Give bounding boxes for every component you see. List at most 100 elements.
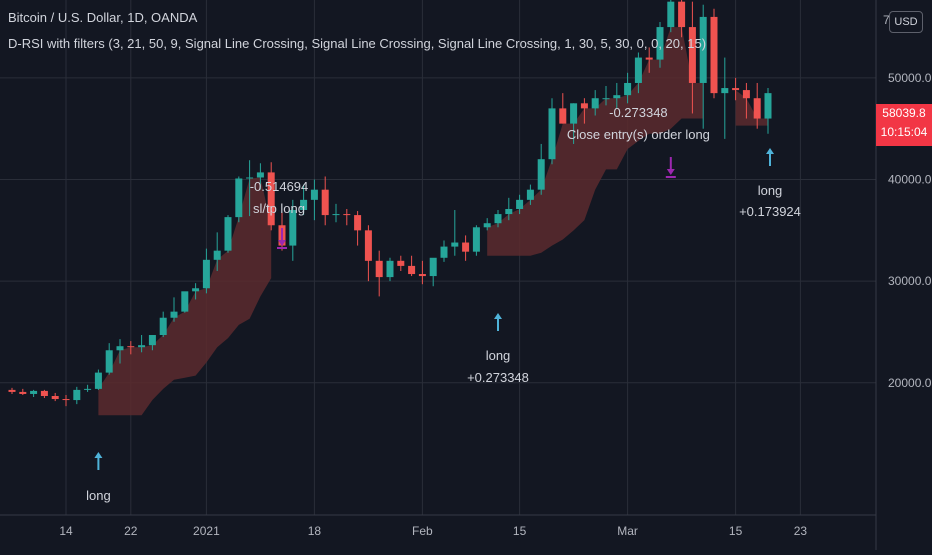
candle-body — [51, 395, 59, 400]
candle-body — [721, 88, 729, 94]
candle-body — [548, 108, 556, 160]
candle-body — [73, 389, 81, 401]
candle-body — [235, 178, 243, 218]
x-tick-label: 2021 — [193, 524, 220, 538]
candle-body — [580, 103, 588, 109]
x-tick-label: 23 — [794, 524, 808, 538]
candle-body — [40, 390, 48, 396]
signal-long-2-arrow — [494, 313, 502, 331]
candle-body — [494, 214, 502, 224]
candle-body — [202, 259, 210, 289]
symbol-title: Bitcoin / U.S. Dollar, 1D, OANDA — [8, 10, 198, 25]
stop-band-3 — [735, 90, 768, 126]
indicator-legend[interactable]: D-RSI with filters (3, 21, 50, 9, Signal… — [8, 36, 707, 51]
candle-body — [678, 1, 686, 28]
currency-button[interactable]: USD — [889, 11, 923, 33]
candle-body — [289, 210, 297, 246]
candle-body — [559, 108, 567, 124]
bar-countdown: 10:15:04 — [880, 125, 928, 139]
candle-body — [602, 98, 610, 100]
candle-body — [8, 389, 16, 392]
candle-body — [732, 88, 740, 91]
x-tick-label: 15 — [513, 524, 527, 538]
candle-body — [148, 335, 156, 346]
candle-body — [418, 274, 426, 277]
candle-body — [213, 250, 221, 260]
y-tick-label: 50000.0 — [888, 71, 932, 85]
candle-body — [105, 350, 113, 373]
candle-body — [386, 260, 394, 278]
candle-body — [483, 223, 491, 228]
x-tick-label: 18 — [308, 524, 322, 538]
signal-close-arrow — [666, 157, 675, 175]
candle-body — [62, 399, 70, 401]
candle-body — [451, 242, 459, 247]
signal-long-3-value: +0.173924 — [739, 204, 801, 219]
candle-body — [537, 159, 545, 190]
candle-body — [516, 199, 524, 209]
candle-body — [699, 16, 707, 83]
signal-long-2-label: long — [486, 348, 511, 363]
candle-body — [570, 103, 578, 124]
x-tick-label: 22 — [124, 524, 138, 538]
signal-long-3-arrow — [766, 148, 774, 166]
candle-body — [429, 257, 437, 277]
candle-body — [645, 57, 653, 60]
stop-band-2 — [487, 27, 704, 256]
candle-body — [224, 217, 232, 251]
x-tick-label: Mar — [617, 524, 638, 538]
candle-body — [753, 98, 761, 119]
candle-body — [375, 260, 383, 278]
candle-body — [343, 214, 351, 216]
y-tick-label: 40000.0 — [888, 173, 932, 187]
candle-body — [192, 288, 200, 292]
candle-body — [246, 177, 254, 179]
candle-body — [267, 172, 275, 226]
signal-long-3-label: long — [758, 183, 783, 198]
candle-body — [634, 57, 642, 83]
candle-body — [256, 172, 264, 178]
candle-body — [472, 227, 480, 252]
candle-body — [742, 90, 750, 99]
x-tick-label: 14 — [59, 524, 73, 538]
y-tick-label: 20000.0 — [888, 376, 932, 390]
last-price-value: 58039.8 — [882, 106, 926, 120]
signal-long-1-label: long — [86, 488, 111, 503]
candle-body — [19, 391, 27, 394]
candle-body — [138, 345, 146, 348]
signal-close-value: -0.273348 — [609, 105, 668, 120]
candle-body — [300, 199, 308, 211]
candle-body — [84, 388, 92, 390]
candle-body — [462, 242, 470, 252]
candle-body — [310, 189, 318, 200]
candle-body — [354, 215, 362, 231]
y-tick-label: 30000.0 — [888, 274, 932, 288]
candle-body — [526, 189, 534, 200]
candle-body — [127, 346, 135, 348]
x-tick-label: Feb — [412, 524, 433, 538]
candle-body — [170, 311, 178, 318]
candle-body — [764, 93, 772, 119]
candle-body — [332, 214, 340, 216]
candle-body — [710, 16, 718, 94]
candle-body — [397, 260, 405, 266]
candle-body — [94, 372, 102, 389]
signal-sltp-value: -0.514694 — [250, 179, 309, 194]
signal-long-1-arrow — [94, 452, 103, 470]
candle-body — [505, 208, 513, 215]
candle-body — [181, 291, 189, 312]
candle-body — [408, 265, 416, 275]
candle-body — [30, 390, 38, 394]
candle-body — [656, 27, 664, 60]
signal-close-label: Close entry(s) order long — [567, 127, 710, 142]
candle-body — [591, 98, 599, 109]
candle-body — [688, 27, 696, 83]
candle-body — [321, 189, 329, 216]
candle-body — [364, 230, 372, 261]
stop-band-1 — [98, 177, 272, 416]
signal-sltp-label: sl/tp long — [253, 201, 305, 216]
candle-body — [159, 317, 167, 336]
candle-body — [667, 1, 675, 28]
